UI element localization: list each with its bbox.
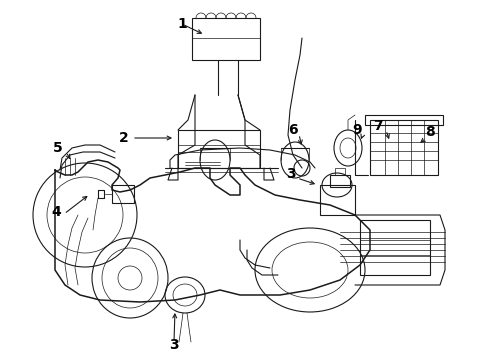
Bar (112, 185, 134, 203)
Bar (178, 130, 260, 168)
Text: 9: 9 (352, 123, 362, 137)
Text: 7: 7 (373, 119, 383, 133)
Bar (370, 120, 438, 175)
Text: 1: 1 (177, 17, 187, 31)
Text: 6: 6 (288, 123, 298, 137)
Bar (330, 175, 350, 187)
Text: 2: 2 (119, 131, 129, 145)
Bar (192, 18, 260, 60)
Text: 4: 4 (51, 205, 61, 219)
Text: 5: 5 (53, 141, 63, 155)
Text: 3: 3 (169, 338, 179, 352)
Text: 8: 8 (425, 125, 435, 139)
Bar (320, 185, 355, 215)
Bar (360, 220, 430, 275)
Bar (365, 115, 443, 125)
Text: 3: 3 (286, 167, 296, 181)
